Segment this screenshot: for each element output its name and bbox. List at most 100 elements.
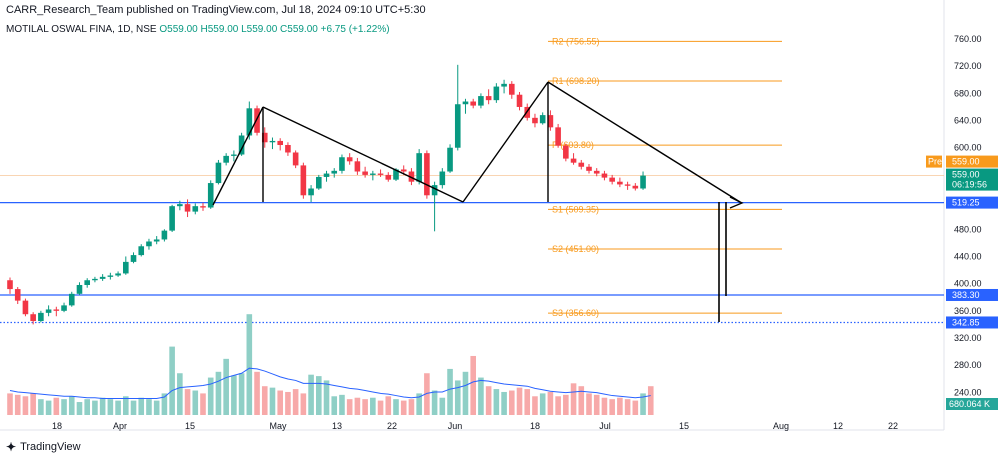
candle-body[interactable] — [532, 117, 538, 124]
candle-body[interactable] — [200, 206, 206, 208]
candle-body[interactable] — [192, 206, 199, 212]
candle-body[interactable] — [416, 153, 422, 182]
candle-body[interactable] — [339, 157, 345, 171]
candle-body[interactable] — [277, 140, 283, 146]
pivot-label: S2 (451.00) — [552, 244, 599, 254]
candle-body[interactable] — [370, 173, 376, 175]
candle-body[interactable] — [377, 173, 384, 175]
volume-bar — [285, 391, 291, 415]
candle-body[interactable] — [169, 206, 175, 231]
volume-bar — [593, 394, 600, 415]
candle-body[interactable] — [478, 96, 484, 106]
candle-body[interactable] — [385, 174, 392, 180]
candle-body[interactable] — [346, 157, 353, 162]
candle-body[interactable] — [76, 284, 83, 294]
candle-body[interactable] — [300, 165, 307, 196]
candle-body[interactable] — [292, 152, 299, 166]
candle-body[interactable] — [316, 176, 322, 189]
candle-body[interactable] — [231, 154, 237, 156]
candle-body[interactable] — [563, 145, 569, 159]
volume-bar — [447, 368, 453, 415]
candle-body[interactable] — [14, 289, 21, 301]
candle-body[interactable] — [254, 108, 260, 133]
candle-body[interactable] — [462, 101, 469, 105]
candlestick-chart[interactable]: R2 (756.55) R1 (698.20) P (603.80) S1 (509.… — [0, 0, 1000, 440]
candle-body[interactable] — [161, 230, 168, 240]
candle-body[interactable] — [130, 255, 137, 262]
candle-body[interactable] — [485, 96, 492, 101]
candle-body[interactable] — [470, 101, 476, 106]
candle-body[interactable] — [601, 173, 608, 178]
candle-body[interactable] — [509, 83, 515, 95]
candle-body[interactable] — [516, 94, 523, 107]
pre-badge — [926, 155, 942, 168]
candle-body[interactable] — [285, 145, 291, 153]
volume-bar — [617, 397, 623, 415]
candle-body[interactable] — [570, 158, 577, 163]
candle-body[interactable] — [640, 175, 646, 189]
candle-body[interactable] — [177, 204, 183, 207]
volume-bar — [339, 394, 345, 415]
candle-body[interactable] — [38, 312, 44, 322]
candle-body[interactable] — [431, 185, 438, 196]
candle-body[interactable] — [261, 132, 268, 143]
candle-body[interactable] — [107, 275, 114, 277]
volume-bar — [354, 397, 361, 415]
candle-body[interactable] — [424, 153, 430, 196]
candle-body[interactable] — [578, 162, 585, 167]
volume-bar — [238, 373, 245, 415]
candle-body[interactable] — [408, 171, 415, 182]
candle-body[interactable] — [447, 147, 453, 172]
candle-body[interactable] — [501, 83, 507, 87]
candle-body[interactable] — [454, 104, 461, 148]
candle-body[interactable] — [555, 127, 561, 146]
candle-body[interactable] — [30, 314, 36, 322]
candle-body[interactable] — [146, 241, 152, 247]
candle-body[interactable] — [624, 184, 631, 186]
candle-body[interactable] — [45, 309, 52, 313]
candle-body[interactable] — [393, 169, 399, 180]
candle-body[interactable] — [246, 108, 253, 136]
candle-body[interactable] — [99, 276, 106, 279]
candle-body[interactable] — [238, 135, 245, 155]
candle-body[interactable] — [92, 278, 98, 281]
candle-body[interactable] — [115, 273, 121, 276]
candle-body[interactable] — [308, 188, 314, 196]
candle-body[interactable] — [184, 204, 191, 212]
candle-body[interactable] — [22, 300, 29, 315]
candle-body[interactable] — [493, 86, 500, 101]
candle-body[interactable] — [61, 305, 67, 311]
candle-body[interactable] — [609, 177, 615, 182]
candle-body[interactable] — [586, 166, 592, 171]
candle-body[interactable] — [68, 293, 75, 306]
trendline — [547, 81, 741, 203]
candle-body[interactable] — [153, 239, 160, 242]
volume-bar — [555, 396, 561, 415]
candle-body[interactable] — [269, 140, 276, 143]
volume-bar — [246, 314, 253, 415]
arrow-head — [729, 196, 744, 209]
candle-body[interactable] — [362, 171, 368, 175]
candle-body[interactable] — [632, 185, 639, 189]
candle-body[interactable] — [593, 170, 600, 174]
candle-body[interactable] — [138, 246, 145, 256]
volume-bar — [416, 393, 422, 415]
candle-body[interactable] — [84, 280, 90, 285]
candle-body[interactable] — [215, 162, 222, 184]
candle-body[interactable] — [223, 155, 229, 163]
x-tick-label: 15 — [679, 421, 689, 431]
candle-body[interactable] — [547, 115, 554, 128]
countdown-label: 06:19:56 — [952, 180, 987, 190]
candle-body[interactable] — [400, 169, 407, 172]
tradingview-logo-icon: ✦ — [6, 440, 17, 454]
candle-body[interactable] — [323, 173, 330, 177]
candle-body[interactable] — [7, 280, 13, 290]
candle-body[interactable] — [617, 181, 623, 185]
candle-body[interactable] — [331, 170, 338, 174]
candle-body[interactable] — [539, 115, 546, 124]
candle-body[interactable] — [53, 309, 60, 311]
candle-body[interactable] — [123, 261, 129, 274]
candle-body[interactable] — [354, 161, 361, 172]
candle-body[interactable] — [439, 171, 446, 186]
candle-body[interactable] — [207, 183, 214, 208]
